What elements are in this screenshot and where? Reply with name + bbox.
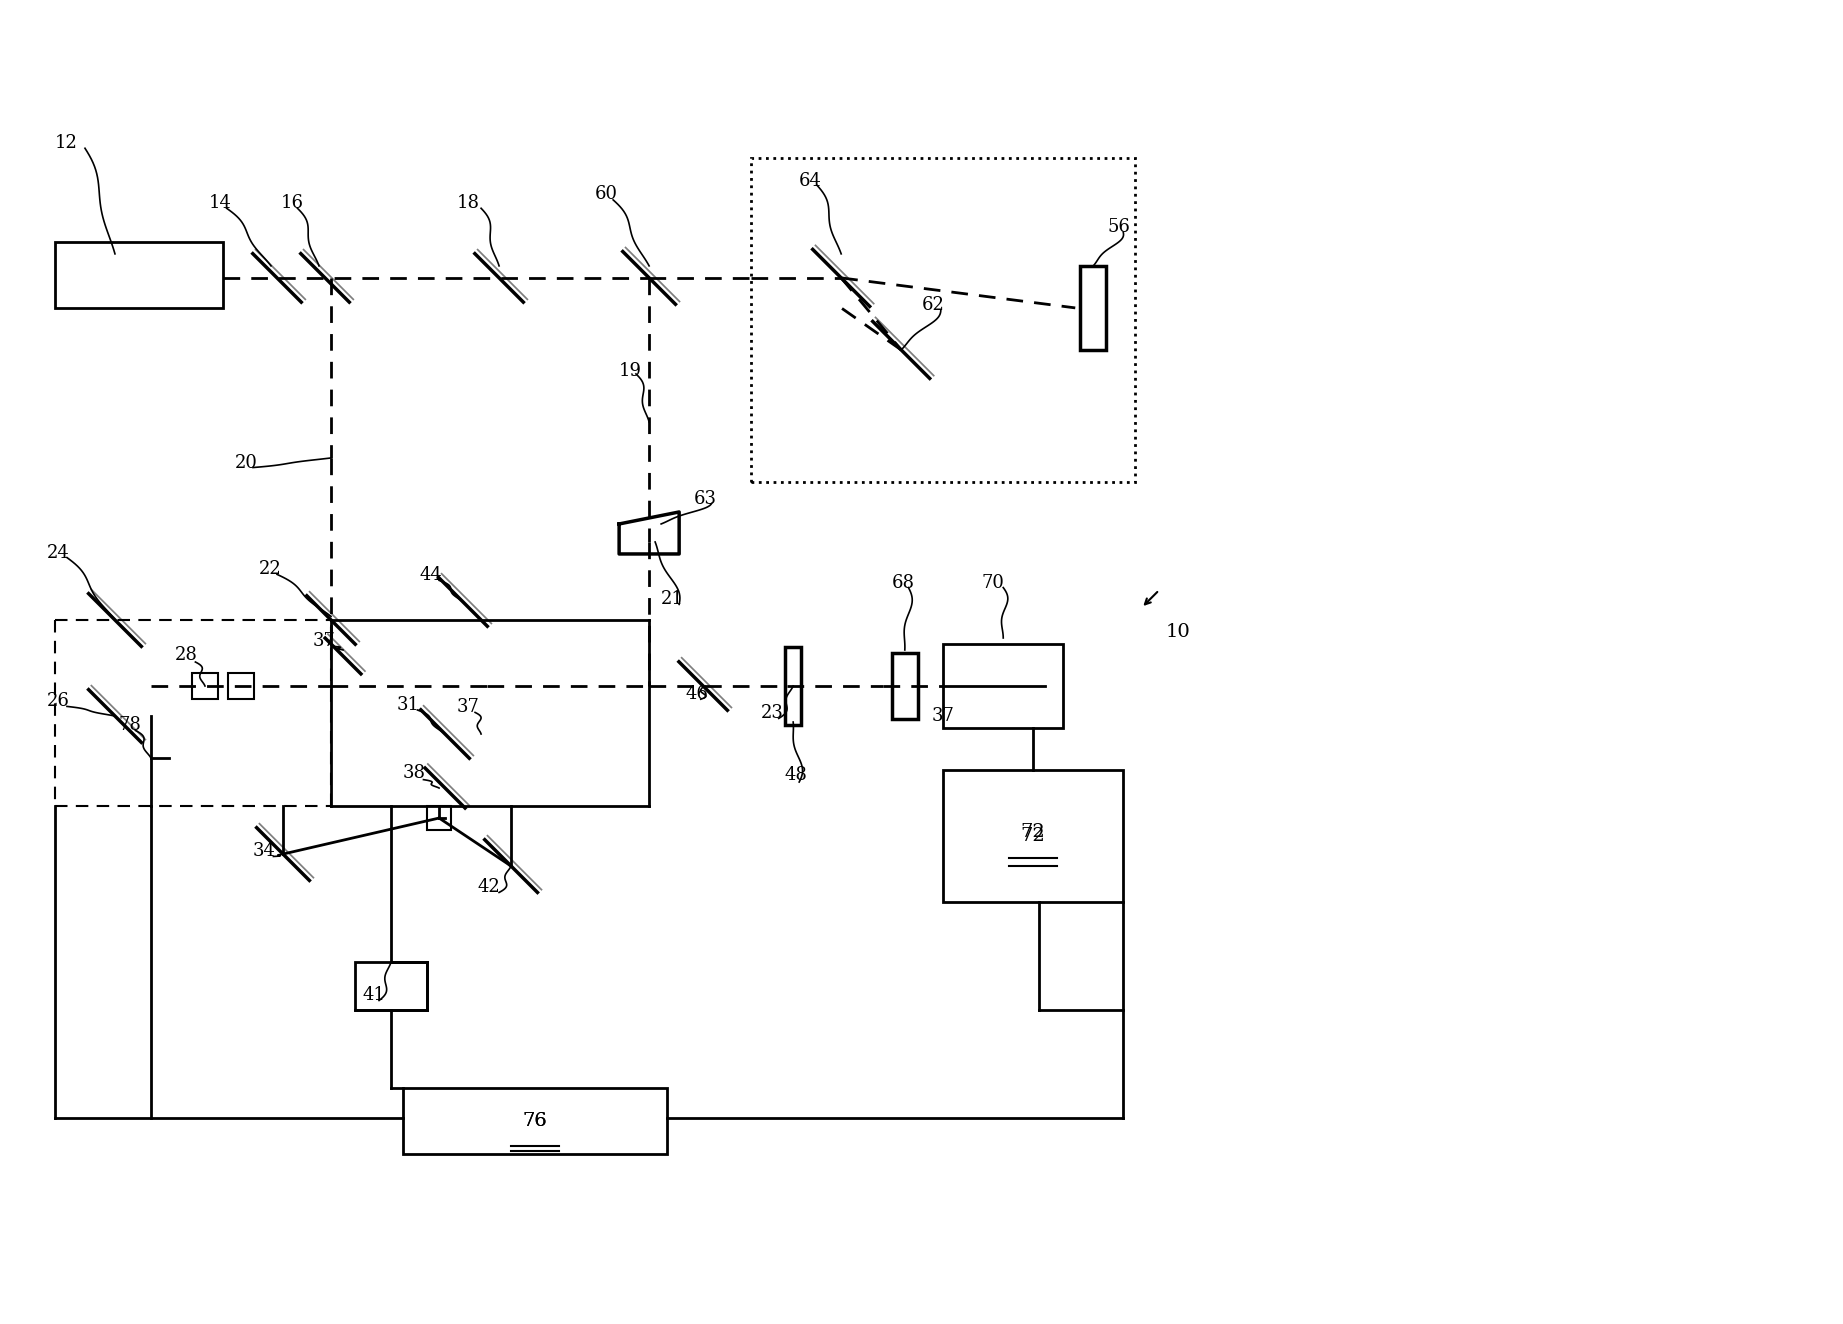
Text: 72: 72 <box>1021 828 1045 845</box>
Text: 56: 56 <box>1108 218 1130 236</box>
Text: 21: 21 <box>662 591 684 608</box>
Bar <box>428 806 452 830</box>
Text: 16: 16 <box>280 193 304 212</box>
Bar <box>356 963 428 1010</box>
Text: 38: 38 <box>404 764 426 782</box>
Text: 62: 62 <box>922 295 944 314</box>
Text: 37: 37 <box>457 698 479 716</box>
Text: 34: 34 <box>252 842 276 861</box>
Polygon shape <box>619 512 678 553</box>
Text: 37: 37 <box>931 707 955 726</box>
Text: 78: 78 <box>118 716 142 733</box>
Text: 18: 18 <box>457 193 479 212</box>
Text: 72: 72 <box>1021 824 1045 842</box>
Text: 23: 23 <box>761 704 783 722</box>
Text: 37: 37 <box>313 632 335 650</box>
Text: 41: 41 <box>363 986 385 1004</box>
Text: 76: 76 <box>523 1112 547 1129</box>
Bar <box>892 653 918 719</box>
Bar <box>192 673 217 699</box>
Bar <box>944 771 1122 902</box>
Text: 12: 12 <box>55 134 77 152</box>
Text: 70: 70 <box>982 575 1004 592</box>
Text: 14: 14 <box>208 193 232 212</box>
Bar <box>785 647 802 726</box>
Bar <box>752 158 1135 482</box>
Bar <box>229 673 254 699</box>
Text: 76: 76 <box>523 1112 547 1131</box>
Bar <box>404 1088 667 1155</box>
Text: 22: 22 <box>260 560 282 579</box>
Text: 60: 60 <box>595 185 617 204</box>
Bar <box>1080 266 1106 350</box>
Text: 46: 46 <box>686 685 708 703</box>
Bar <box>55 242 223 308</box>
Text: 24: 24 <box>46 544 70 563</box>
Bar <box>944 643 1063 728</box>
Text: 68: 68 <box>892 575 914 592</box>
Text: 19: 19 <box>619 361 641 380</box>
Text: 28: 28 <box>175 646 197 665</box>
Text: 48: 48 <box>785 767 807 784</box>
Text: 63: 63 <box>693 490 717 508</box>
Text: 20: 20 <box>236 454 258 473</box>
Text: 26: 26 <box>46 692 70 710</box>
Text: 44: 44 <box>420 565 442 584</box>
Text: 42: 42 <box>477 878 499 896</box>
Text: 10: 10 <box>1165 624 1191 641</box>
Text: 64: 64 <box>800 172 822 191</box>
Text: 31: 31 <box>396 695 420 714</box>
